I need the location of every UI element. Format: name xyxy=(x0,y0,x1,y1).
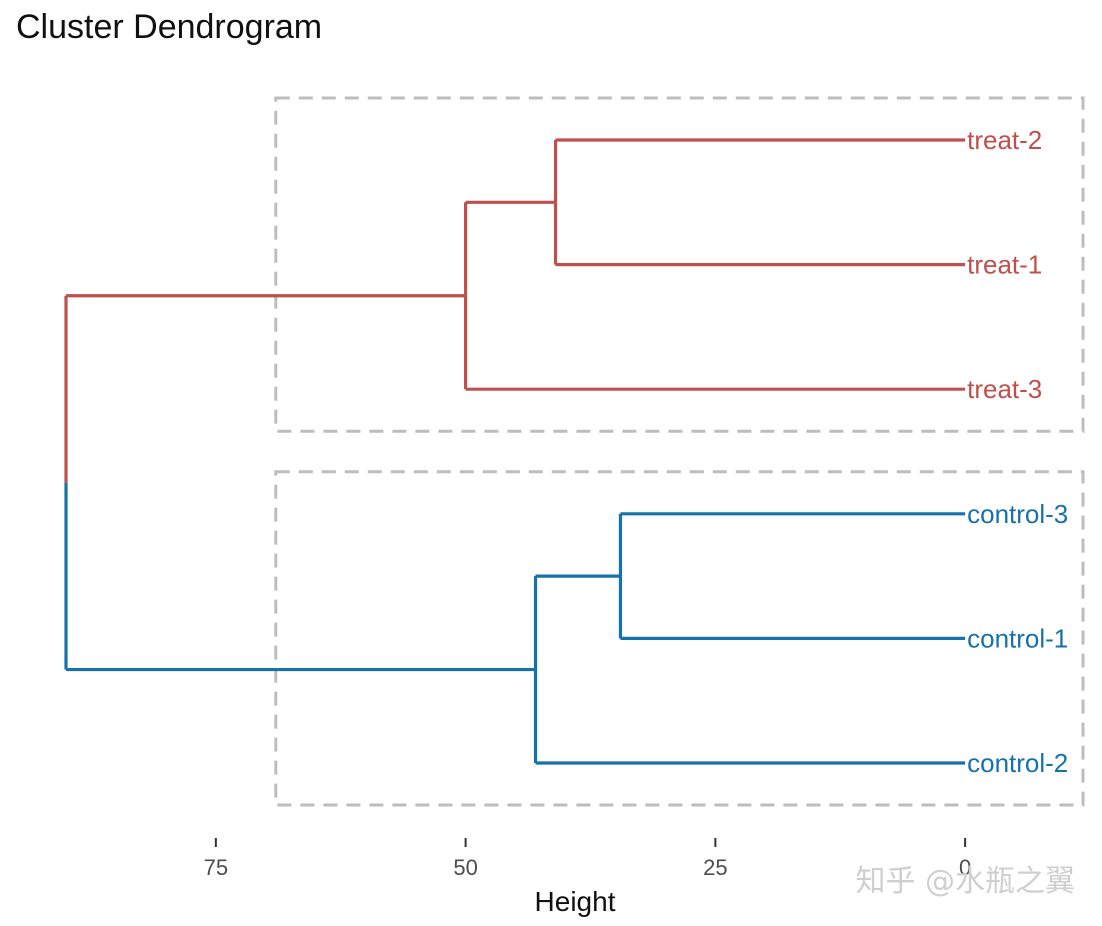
x-tick-label: 0 xyxy=(959,855,971,880)
leaf-label-treat-3: treat-3 xyxy=(967,374,1042,404)
leaf-label-treat-2: treat-2 xyxy=(967,125,1042,155)
leaf-label-treat-1: treat-1 xyxy=(967,250,1042,280)
cluster-boxes xyxy=(274,96,1085,807)
x-tick-label: 25 xyxy=(703,855,727,880)
cluster-box-treat xyxy=(274,96,1085,433)
x-tick-label: 50 xyxy=(453,855,477,880)
x-axis-title: Height xyxy=(535,886,616,917)
dendrogram-branches xyxy=(64,138,966,765)
watermark: 知乎 @水瓶之翼 xyxy=(855,864,1075,899)
x-axis: 75 50 25 0 xyxy=(204,838,971,880)
leaf-labels: treat-2 treat-1 treat-3 control-3 control-1 c… xyxy=(967,125,1068,778)
x-tick-label: 75 xyxy=(204,855,228,880)
cluster-box-control xyxy=(274,470,1085,807)
leaf-label-control-3: control-3 xyxy=(967,499,1068,529)
leaf-label-control-2: control-2 xyxy=(967,748,1068,778)
chart-title: Cluster Dendrogram xyxy=(16,8,322,46)
leaf-label-control-1: control-1 xyxy=(967,623,1068,653)
